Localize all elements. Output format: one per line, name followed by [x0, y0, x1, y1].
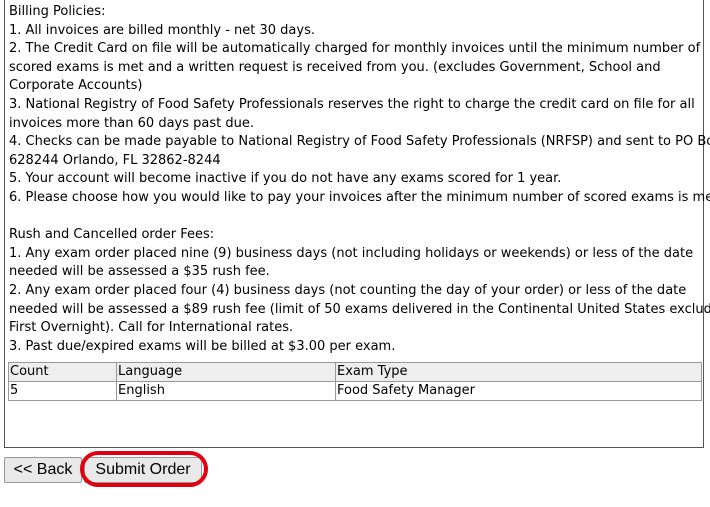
- cell-count: 5: [8, 381, 117, 401]
- billing-line: 5. Your account will become inactive if …: [9, 171, 562, 187]
- order-summary-panel: Billing Policies: 1. All invoices are bi…: [4, 0, 710, 448]
- billing-title: Billing Policies:: [9, 4, 106, 19]
- table-row: 5 English Food Safety Manager: [8, 381, 702, 401]
- billing-line: 6. Please choose how you would like to p…: [9, 189, 710, 205]
- billing-line: 1. All invoices are billed monthly - net…: [9, 22, 315, 38]
- order-table: Count Language Exam Type 5 English Food …: [8, 362, 702, 401]
- submit-order-button[interactable]: Submit Order: [84, 457, 202, 483]
- billing-line: scored exams is met and a written reques…: [9, 59, 661, 75]
- policies-text: Billing Policies: 1. All invoices are bi…: [9, 3, 710, 356]
- rush-line: 1. Any exam order placed nine (9) busine…: [9, 245, 694, 261]
- header-count: Count: [8, 362, 117, 382]
- back-button[interactable]: << Back: [4, 457, 82, 483]
- billing-line: 4. Checks can be made payable to Nationa…: [9, 134, 710, 150]
- rush-title: Rush and Cancelled order Fees:: [9, 227, 215, 243]
- billing-line: 3. National Registry of Food Safety Prof…: [9, 96, 695, 112]
- header-exam-type: Exam Type: [335, 362, 702, 382]
- rush-line: 2. Any exam order placed four (4) busine…: [9, 282, 687, 298]
- billing-line: 628244 Orlando, FL 32862-8244: [9, 152, 221, 168]
- rush-line: needed will be assessed a $35 rush fee.: [9, 264, 270, 280]
- billing-line: 2. The Credit Card on file will be autom…: [9, 41, 701, 57]
- rush-line: needed will be assessed a $89 rush fee (…: [9, 301, 710, 317]
- cell-language: English: [116, 381, 336, 401]
- header-language: Language: [116, 362, 336, 382]
- billing-line: invoices more than 60 days past due.: [9, 115, 254, 131]
- cell-exam-type: Food Safety Manager: [335, 381, 702, 401]
- table-header-row: Count Language Exam Type: [8, 362, 702, 382]
- rush-line: 3. Past due/expired exams will be billed…: [9, 338, 396, 354]
- billing-line: Corporate Accounts): [9, 78, 143, 94]
- rush-line: First Overnight). Call for International…: [9, 320, 294, 336]
